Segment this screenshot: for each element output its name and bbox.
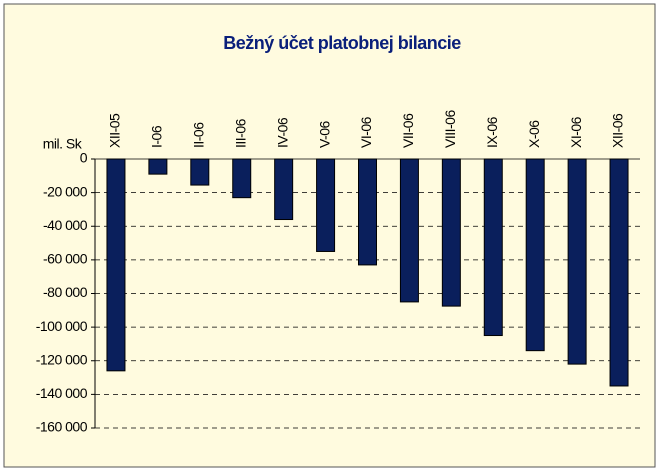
x-tick-label: XII-06 xyxy=(610,113,626,148)
y-tick-label: -80 000 xyxy=(43,284,88,300)
bar xyxy=(316,158,336,252)
x-tick-label: VI-06 xyxy=(358,116,374,148)
bar xyxy=(609,158,629,387)
x-tick-label: X-06 xyxy=(526,120,542,148)
y-tick-label: -100 000 xyxy=(36,318,88,334)
bar xyxy=(274,158,294,221)
bar xyxy=(441,158,461,307)
y-tick-label: 0 xyxy=(80,150,88,166)
bar xyxy=(483,158,503,337)
bar xyxy=(232,158,252,199)
x-tick-label: II-06 xyxy=(191,122,207,148)
bar xyxy=(106,158,126,372)
x-tick-label: XI-06 xyxy=(568,116,584,148)
y-tick-label: -140 000 xyxy=(36,385,88,401)
x-tick-label: XII-05 xyxy=(107,113,123,148)
y-tick-label: -20 000 xyxy=(43,183,88,199)
y-tick-label: -40 000 xyxy=(43,217,88,233)
x-tick-label: V-06 xyxy=(316,120,332,148)
y-tick-label: -160 000 xyxy=(36,419,88,435)
y-axis-label: mil. Sk xyxy=(43,136,83,152)
x-tick-label: I-06 xyxy=(149,125,165,148)
chart-title: Bežný účet platobnej bilancie xyxy=(223,33,461,53)
y-tick-label: -60 000 xyxy=(43,251,88,267)
bar xyxy=(399,158,419,303)
bar xyxy=(525,158,545,352)
bar xyxy=(148,158,168,175)
y-tick-label: -120 000 xyxy=(36,351,88,367)
bar xyxy=(567,158,587,365)
x-tick-label: VII-06 xyxy=(400,113,416,148)
x-tick-label: VIII-06 xyxy=(442,110,458,148)
x-tick-label: IV-06 xyxy=(274,117,290,148)
bar xyxy=(358,158,377,266)
x-tick-label: IX-06 xyxy=(484,116,500,148)
x-tick-label: III-06 xyxy=(232,118,248,148)
bar xyxy=(190,158,210,186)
